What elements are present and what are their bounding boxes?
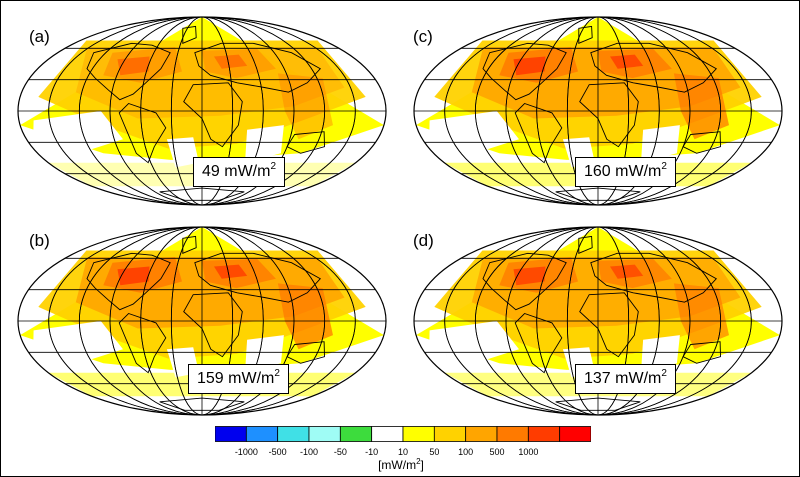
europe-asia-outline bbox=[590, 252, 718, 303]
colorbar-tick-label: 10 bbox=[397, 447, 409, 457]
colorbar-swatch bbox=[433, 426, 467, 442]
greenland-outline bbox=[578, 25, 593, 44]
panel-label-d: (d) bbox=[413, 231, 434, 250]
north-america-outline bbox=[86, 252, 171, 311]
panel-label-b: (b) bbox=[29, 231, 50, 250]
antarctica-outline bbox=[555, 397, 641, 411]
colorbar-swatch bbox=[215, 426, 247, 442]
colorbar-tick-label: 500 bbox=[489, 447, 505, 457]
europe-asia-outline bbox=[590, 42, 718, 93]
colorbar-swatch bbox=[245, 426, 279, 442]
north-america-outline bbox=[482, 42, 567, 101]
colorbar-swatch bbox=[308, 426, 341, 442]
value-box-d: 137 mW/m2 bbox=[575, 364, 676, 394]
south-america-outline bbox=[118, 102, 167, 164]
north-america-outline bbox=[86, 42, 171, 101]
map-panel-d: (d) 137 mW/m2 bbox=[403, 217, 793, 427]
unit-exp-d: 2 bbox=[661, 368, 667, 379]
colorbar-tick-label: 50 bbox=[429, 447, 440, 457]
colorbar-swatch bbox=[527, 426, 561, 442]
value-c: 160 bbox=[584, 163, 611, 180]
colorbar-tick-label: -50 bbox=[333, 447, 347, 457]
africa-outline bbox=[579, 82, 639, 148]
colorbar-swatch bbox=[559, 426, 591, 442]
value-a: 49 bbox=[202, 163, 220, 180]
value-b: 159 bbox=[197, 370, 224, 387]
greenland-outline bbox=[578, 235, 593, 254]
europe-asia-outline bbox=[194, 252, 322, 303]
europe-asia-outline bbox=[194, 42, 322, 93]
map-panel-c: (c) 160 mW/m2 bbox=[403, 7, 793, 217]
panel-label-c: (c) bbox=[413, 27, 433, 46]
unit-b: mW/m bbox=[228, 370, 275, 387]
value-box-b: 159 mW/m2 bbox=[188, 364, 289, 394]
colorbar-tick-label: 1000 bbox=[518, 447, 539, 457]
australia-outline bbox=[682, 341, 721, 364]
unit-c: mW/m bbox=[615, 163, 662, 180]
map-b bbox=[17, 226, 387, 416]
colorbar-swatch bbox=[277, 426, 310, 442]
antarctica-outline bbox=[159, 397, 245, 411]
colorbar-tick-label: -500 bbox=[268, 447, 287, 457]
unit-exp-b: 2 bbox=[274, 368, 280, 379]
unit-a: mW/m bbox=[224, 163, 271, 180]
antarctica-outline bbox=[159, 187, 245, 201]
south-america-outline bbox=[118, 312, 167, 374]
antarctica-outline bbox=[555, 187, 641, 201]
map-panel-b: (b) 159 mW/m2 bbox=[7, 217, 397, 427]
colorbar-tick-label: -100 bbox=[299, 447, 319, 457]
colorbar-tick-label: -1000 bbox=[234, 447, 258, 457]
value-box-a: 49 mW/m2 bbox=[193, 157, 286, 187]
colorbar-tick-label: 100 bbox=[458, 447, 474, 457]
colorbar bbox=[215, 426, 591, 442]
south-america-outline bbox=[514, 102, 563, 164]
africa-outline bbox=[579, 292, 639, 358]
colorbar-swatch bbox=[339, 426, 373, 442]
value-box-c: 160 mW/m2 bbox=[575, 157, 676, 187]
unit-exp-c: 2 bbox=[661, 161, 667, 172]
map-d bbox=[413, 226, 783, 416]
africa-outline bbox=[183, 82, 243, 148]
south-america-outline bbox=[514, 312, 563, 374]
colorbar-units: [mW/m2] bbox=[378, 457, 424, 472]
colorbar-swatch bbox=[496, 426, 529, 442]
colorbar-swatch bbox=[371, 426, 404, 442]
colorbar-swatch bbox=[465, 426, 498, 442]
greenland-outline bbox=[182, 235, 197, 254]
australia-outline bbox=[682, 131, 721, 154]
unit-exp-a: 2 bbox=[270, 161, 277, 172]
map-panel-a: (a) 49 mW/m2 bbox=[7, 7, 397, 217]
north-america-outline bbox=[482, 252, 567, 311]
australia-outline bbox=[286, 131, 325, 154]
colorbar-swatch bbox=[402, 426, 435, 442]
unit-d: mW/m bbox=[615, 370, 662, 387]
panel-label-a: (a) bbox=[29, 27, 50, 46]
colorbar-tick-label: -10 bbox=[365, 447, 379, 457]
greenland-outline bbox=[182, 25, 197, 44]
africa-outline bbox=[183, 292, 243, 358]
value-d: 137 bbox=[584, 370, 611, 387]
australia-outline bbox=[286, 341, 325, 364]
